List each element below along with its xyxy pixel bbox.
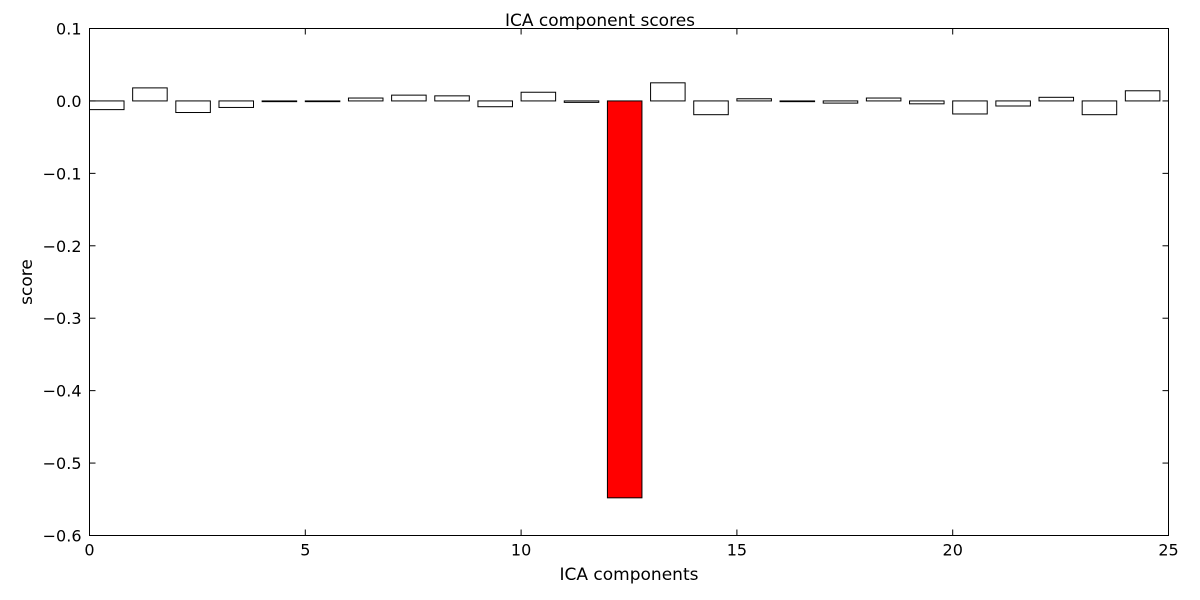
bar [650,82,686,102]
bar [736,98,772,102]
x-tick-label: 0 [84,541,94,560]
bar [779,100,816,103]
chart-title: ICA component scores [505,11,695,31]
bar [261,100,298,103]
bar [477,100,513,108]
y-tick-label: 0.0 [56,92,81,111]
x-tick-label: 10 [511,541,531,560]
bar [865,97,902,102]
bar [132,87,168,102]
x-tick-label: 20 [943,541,963,560]
x-tick-label: 15 [727,541,747,560]
y-tick-label: −0.5 [43,454,82,473]
bar [434,95,470,102]
y-tick-label: 0.1 [56,20,81,39]
x-tick-label: 5 [300,541,310,560]
bar [909,100,945,105]
bar [391,94,427,102]
plot-frame [89,28,1169,536]
x-tick-label: 25 [1158,541,1178,560]
bar [995,100,1031,107]
y-tick-label: −0.6 [43,527,82,546]
bar [1124,90,1161,102]
y-tick-label: −0.1 [43,164,82,183]
bar [563,100,600,103]
bar [218,100,255,108]
y-axis-label: score [17,259,37,305]
bar [520,91,557,102]
bar [304,100,341,103]
bar [175,100,211,114]
bar [693,100,729,116]
bar [1038,96,1075,102]
bar [347,97,384,102]
y-tick-label: −0.4 [43,382,82,401]
x-axis-label: ICA components [560,565,699,585]
bar [89,100,125,111]
bar [952,100,988,115]
y-tick-label: −0.2 [43,237,82,256]
bar-highlighted [606,100,643,499]
bars-group [89,82,1161,499]
bar [822,100,859,104]
y-tick-label: −0.3 [43,309,82,328]
bar [1081,100,1118,116]
